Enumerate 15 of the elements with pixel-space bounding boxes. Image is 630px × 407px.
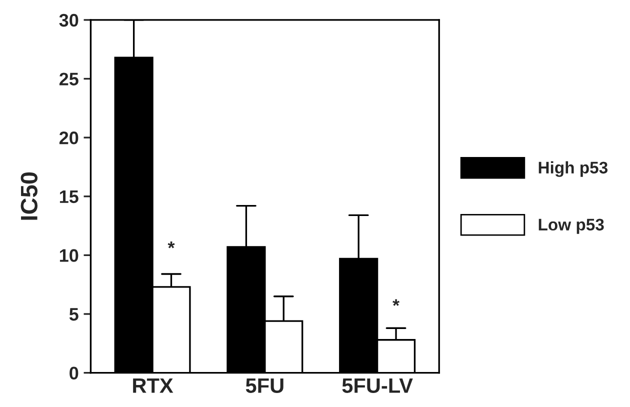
y-tick-label: 0 bbox=[70, 366, 78, 380]
x-tick-label: 5FU bbox=[246, 378, 284, 393]
y-tick-label: 30 bbox=[59, 14, 78, 27]
y-tick-label: 10 bbox=[60, 249, 78, 262]
x-tick-label: 5FU-LV bbox=[342, 378, 413, 393]
x-tick-label: RTX bbox=[133, 378, 174, 393]
y-tick-label: 5 bbox=[69, 308, 78, 321]
annotation: * bbox=[168, 242, 175, 248]
y-axis-title: IC50 bbox=[20, 172, 38, 220]
y-tick-label: 15 bbox=[60, 190, 78, 204]
legend-label: Low p53 bbox=[538, 218, 604, 234]
legend-label: High p53 bbox=[538, 161, 608, 177]
annotation: * bbox=[392, 299, 400, 306]
y-tick-label: 25 bbox=[59, 72, 78, 86]
y-tick-label: 20 bbox=[59, 132, 78, 144]
